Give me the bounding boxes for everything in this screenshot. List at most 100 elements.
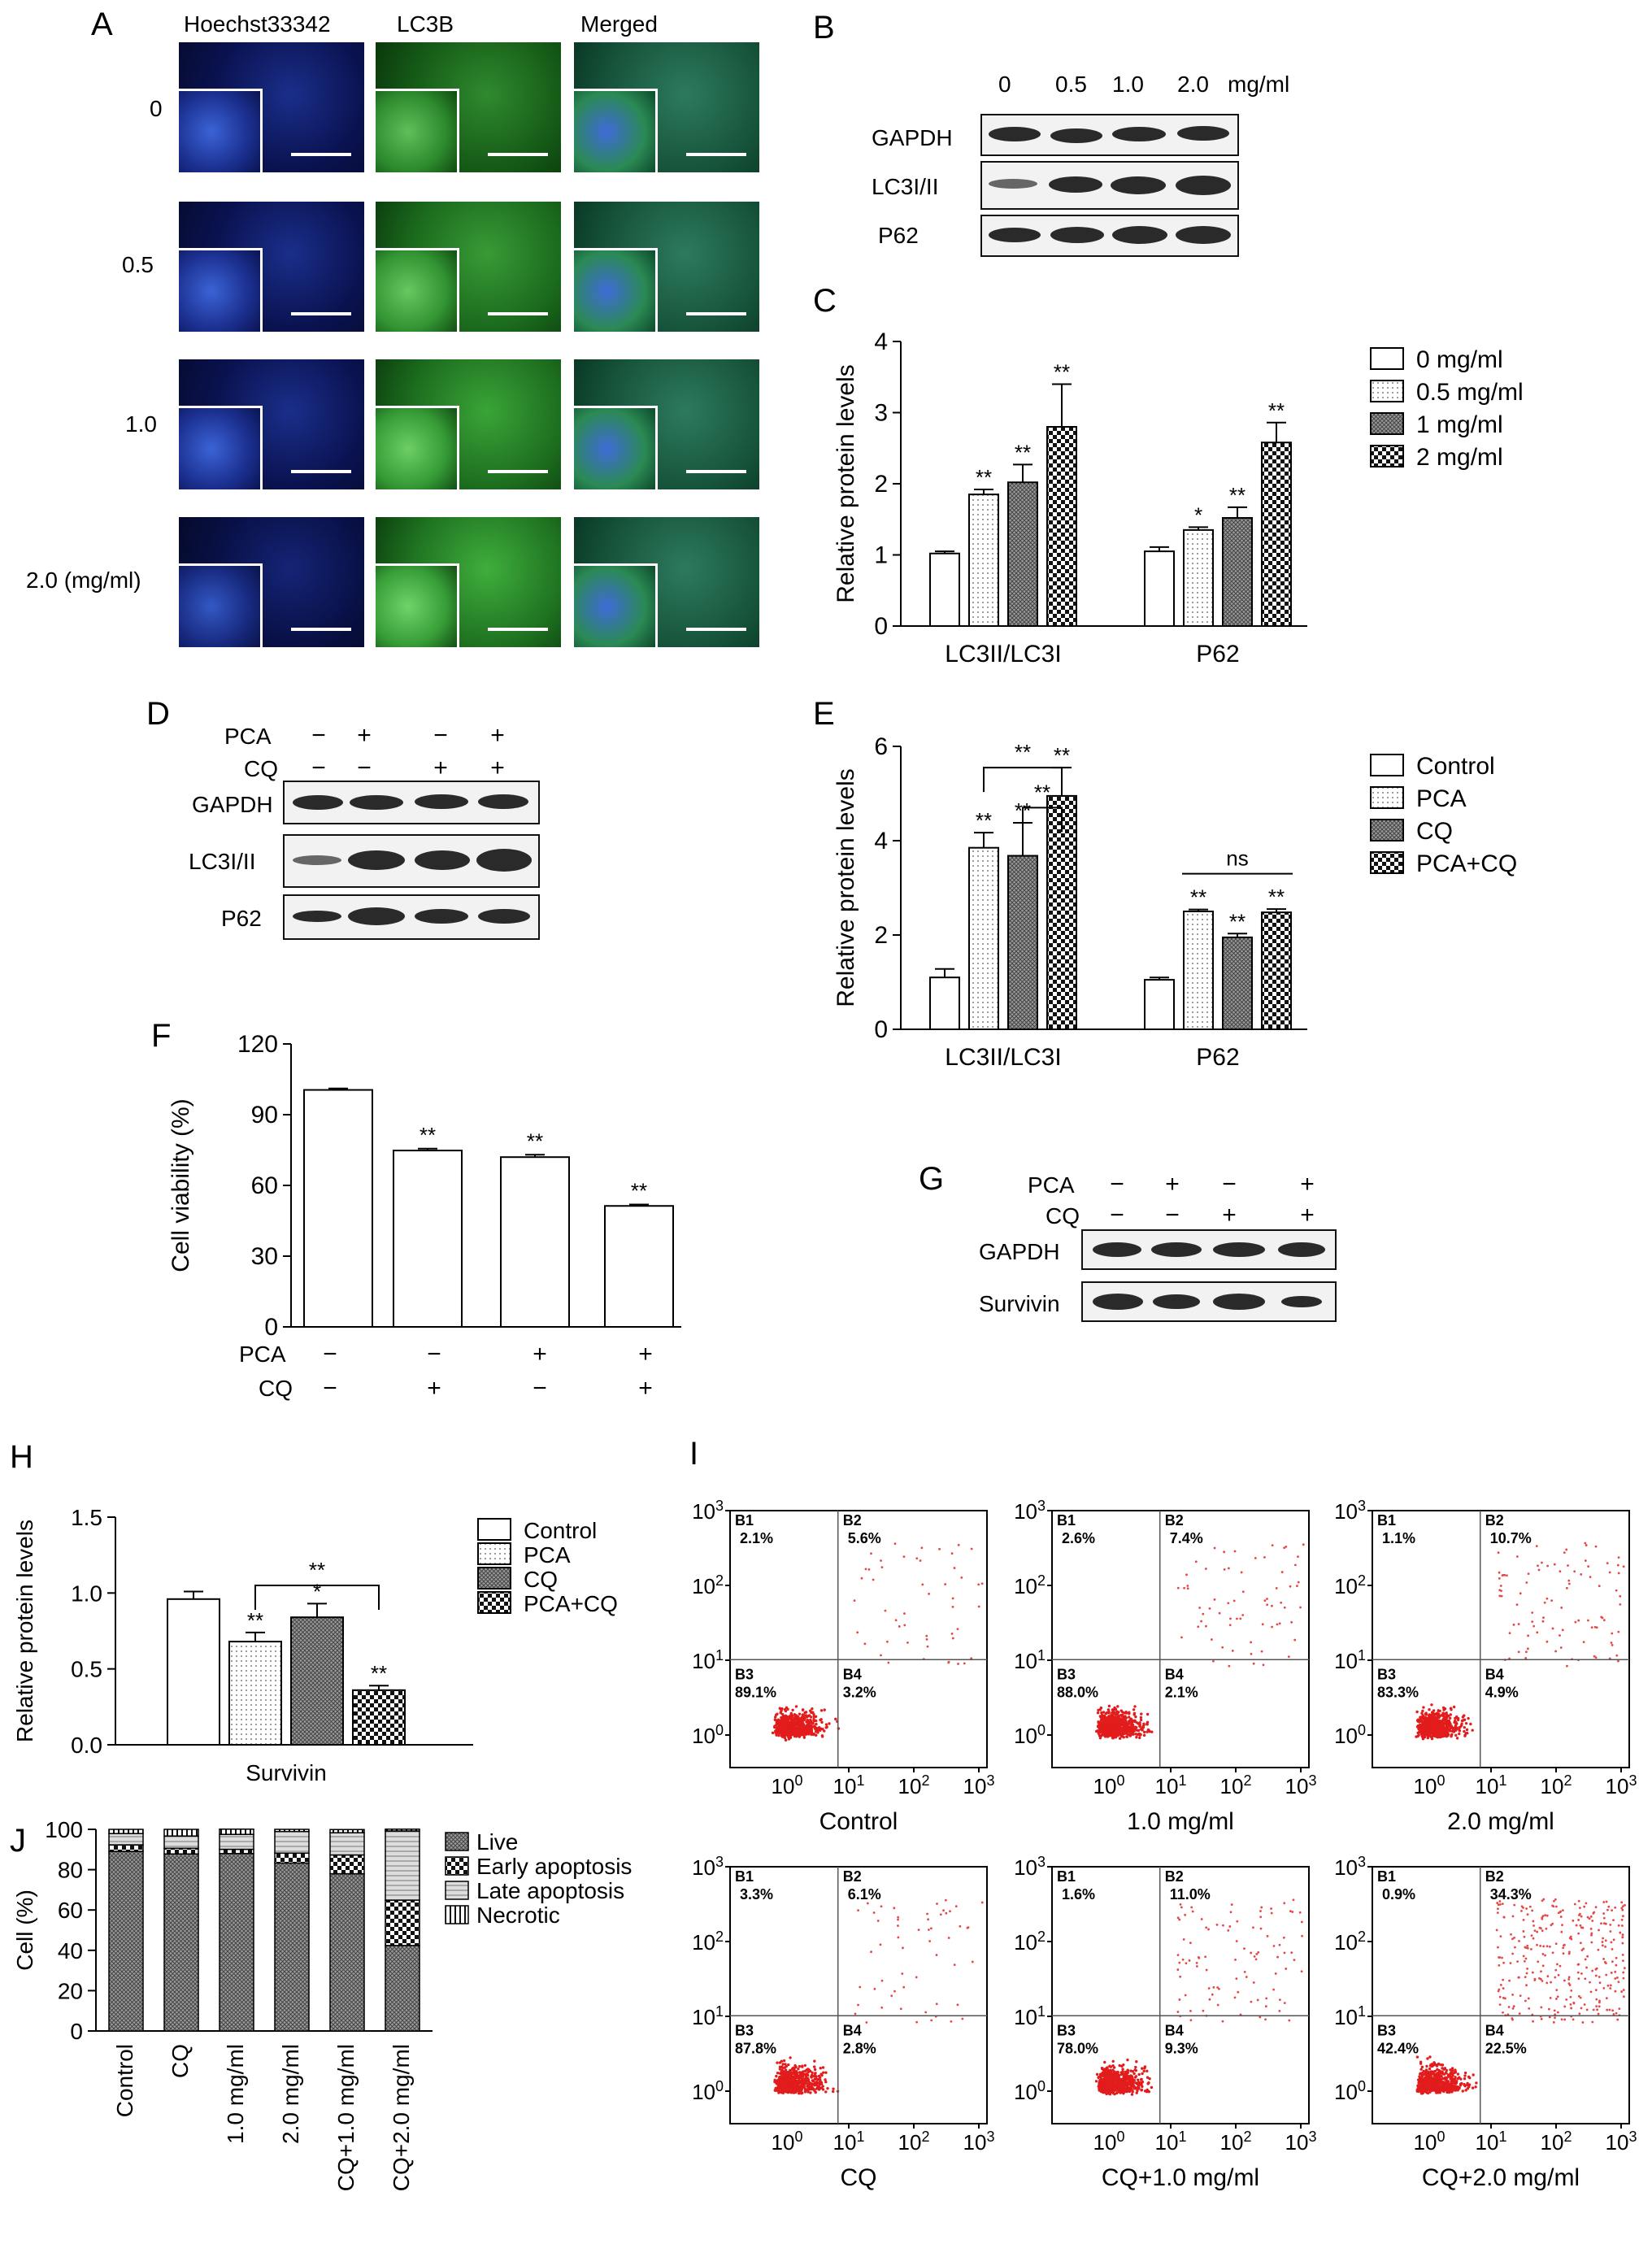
- chart-i-event-dot: [1179, 1903, 1182, 1906]
- chart-i-event-dot: [1621, 1936, 1624, 1938]
- chart-i-event-dot: [1272, 1945, 1276, 1947]
- chart-i-event-dot: [1542, 1616, 1545, 1619]
- chart-i-tick-exponent: 3: [1358, 1498, 1366, 1514]
- chart-i-event-dot: [1427, 2088, 1430, 2092]
- chart-i-tick-exponent: 0: [1037, 2078, 1046, 2094]
- chart-i-y-tick-label: 103: [692, 1854, 724, 1880]
- chart-i-event-dot: [893, 1907, 896, 1910]
- chart-i-event-dot: [1524, 1650, 1528, 1654]
- chart-i-event-dot: [865, 2021, 868, 2024]
- chart-i-event-dot: [1111, 1711, 1114, 1715]
- row-label-1-0: 1.0: [125, 411, 157, 437]
- chart-i-event-dot: [880, 1566, 884, 1569]
- conc-label-2-0: 2.0: [1177, 72, 1209, 97]
- chart-i-event-dot: [803, 1711, 806, 1715]
- chart-i-event-dot: [1115, 2071, 1119, 2074]
- chart-i-event-dot: [1132, 1729, 1136, 1733]
- chart-h-bar: [167, 1598, 220, 1746]
- chart-i-event-dot: [967, 1926, 970, 1929]
- chart-i-event-dot: [893, 1990, 896, 1993]
- chart-i-event-dot: [1621, 1915, 1624, 1918]
- chart-i-event-dot: [1443, 1727, 1447, 1730]
- chart-i-quadrant-name: B3: [1377, 1666, 1396, 1682]
- chart-i-event-dot: [1499, 1585, 1502, 1587]
- chart-i-event-dot: [1464, 1732, 1468, 1735]
- chart-i-y-tick-label: 102: [692, 1572, 724, 1598]
- chart-j-bar-segment: [274, 1862, 310, 2032]
- chart-i-event-dot: [1602, 1958, 1605, 1960]
- chart-i-event-dot: [1285, 1545, 1288, 1548]
- chart-i-event-dot: [1611, 2009, 1614, 2012]
- chart-i-event-dot: [797, 2088, 801, 2091]
- chart-j-bar-segment: [108, 1833, 144, 1846]
- chart-i-event-dot: [811, 2071, 814, 2075]
- chart-i-event-dot: [797, 2067, 800, 2071]
- chart-i-event-dot: [1189, 2019, 1193, 2022]
- chart-i-event-dot: [1567, 1564, 1569, 1567]
- row-label-0: 0: [150, 96, 163, 121]
- chart-i-event-dot: [970, 1547, 973, 1550]
- chart-i-event-dot: [785, 1730, 789, 1734]
- chart-i-x-tick-label: 100: [1414, 1772, 1446, 1798]
- chart-i-event-dot: [815, 1733, 818, 1737]
- chart-i-event-dot: [1119, 1723, 1123, 1726]
- chart-i-event-dot: [1561, 1629, 1564, 1632]
- panel-label-i: I: [689, 1436, 699, 1472]
- chart-i-event-dot: [1197, 1625, 1200, 1629]
- chart-i-plot-label: CQ+1.0 mg/ml: [1102, 2164, 1259, 2191]
- chart-i-event-dot: [1150, 2085, 1154, 2090]
- chart-i-tick-exponent: 0: [1358, 1722, 1366, 1738]
- chart-i-event-dot: [1100, 1711, 1103, 1715]
- row-label-0-5: 0.5: [122, 252, 154, 277]
- chart-i-event-dot: [1421, 2087, 1424, 2090]
- chart-i-event-dot: [1563, 1551, 1566, 1555]
- chart-i-event-dot: [1429, 1727, 1433, 1731]
- chart-i-event-dot: [1427, 2070, 1430, 2074]
- chart-i-event-dot: [1252, 1981, 1255, 1984]
- chart-i-x-tick-label: 103: [1285, 2129, 1317, 2155]
- chart-i-event-dot: [1117, 1726, 1120, 1730]
- chart-i-quadrant-name: B1: [1057, 1868, 1076, 1885]
- chart-j-bar-segment: [163, 1835, 199, 1850]
- chart-i-quadrant-name: B4: [843, 1666, 862, 1682]
- blot-label-p62: P62: [878, 223, 919, 248]
- chart-i-event-dot: [1418, 2078, 1421, 2082]
- chart-i-event-dot: [805, 1726, 809, 1730]
- chart-i-event-dot: [1139, 1718, 1143, 1722]
- chart-i-event-dot: [1136, 2078, 1140, 2081]
- chart-i-event-dot: [1523, 1959, 1526, 1963]
- chart-i-tick-exponent: 1: [1498, 1772, 1506, 1789]
- chart-i-x-tick-label: 100: [772, 2129, 803, 2155]
- chart-i-event-dot: [1554, 1968, 1558, 1972]
- chart-i-plot-frame: [729, 1510, 988, 1768]
- chart-i-event-dot: [1498, 1594, 1502, 1598]
- chart-i-event-dot: [1453, 1729, 1457, 1732]
- chart-i-event-dot: [897, 1916, 900, 1919]
- chart-i-event-dot: [930, 2019, 933, 2022]
- chart-i-event-dot: [1496, 1911, 1499, 1915]
- chart-i-event-dot: [1580, 1915, 1583, 1918]
- chart-i-quadrant-value: 4.9%: [1485, 1684, 1519, 1700]
- chart-i-plot-label: 2.0 mg/ml: [1447, 1808, 1554, 1835]
- chart-i-event-dot: [920, 1546, 924, 1550]
- cq-sign-2: −: [357, 755, 372, 781]
- chart-i-event-dot: [980, 1582, 984, 1585]
- chart-i-event-dot: [1264, 2018, 1267, 2021]
- chart-i-event-dot: [1617, 1924, 1620, 1927]
- chart-i-event-dot: [917, 1929, 920, 1931]
- chart-c-bar: [1007, 481, 1038, 627]
- chart-i-event-dot: [1266, 1603, 1269, 1607]
- chart-i-event-dot: [1600, 1922, 1602, 1925]
- chart-i-event-dot: [778, 2068, 782, 2071]
- chart-i-event-dot: [1129, 2082, 1132, 2085]
- chart-i-event-dot: [779, 1731, 782, 1734]
- chart-i-event-dot: [1454, 1733, 1458, 1737]
- chart-i-event-dot: [1577, 1932, 1580, 1935]
- micrograph-lc3b-0: [376, 42, 561, 172]
- chart-i-event-dot: [1116, 1705, 1119, 1708]
- chart-i-tick-exponent: 1: [715, 2003, 724, 2020]
- chart-h-bar: [352, 1689, 406, 1746]
- chart-i-event-dot: [1456, 1716, 1460, 1720]
- chart-i-event-dot: [915, 1976, 918, 1979]
- chart-i-event-dot: [1132, 2072, 1136, 2076]
